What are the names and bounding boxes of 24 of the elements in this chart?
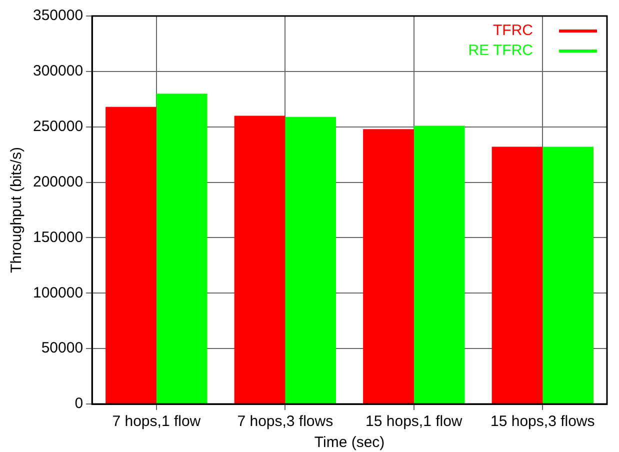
bar (156, 94, 208, 404)
legend-label: RE TFRC (468, 42, 534, 60)
bar (542, 146, 594, 404)
y-tick-label: 200000 (32, 173, 84, 190)
x-tick-label: 15 hops,3 flows (490, 413, 595, 430)
y-tick-label: 250000 (32, 118, 84, 135)
bar (234, 116, 286, 404)
y-tick-label: 50000 (41, 340, 84, 357)
legend-label: TFRC (493, 22, 534, 40)
y-axis-title: Throughput (bits/s) (8, 147, 26, 273)
y-tick-label: 100000 (32, 284, 84, 302)
y-tick-label: 150000 (32, 228, 84, 246)
x-tick-label: 7 hops,3 flows (237, 413, 334, 430)
bar (285, 116, 336, 404)
y-tick-label: 300000 (32, 62, 84, 80)
bar (363, 129, 414, 404)
bar (492, 146, 543, 404)
y-tick-label: 0 (74, 395, 84, 412)
bar (414, 126, 465, 404)
y-tick-label: 350000 (32, 7, 84, 24)
x-tick-label: 15 hops,1 flow (366, 413, 462, 430)
x-tick-label: 7 hops,1 flow (112, 413, 201, 430)
x-axis-title: Time (sec) (314, 434, 385, 452)
bar (106, 106, 156, 404)
